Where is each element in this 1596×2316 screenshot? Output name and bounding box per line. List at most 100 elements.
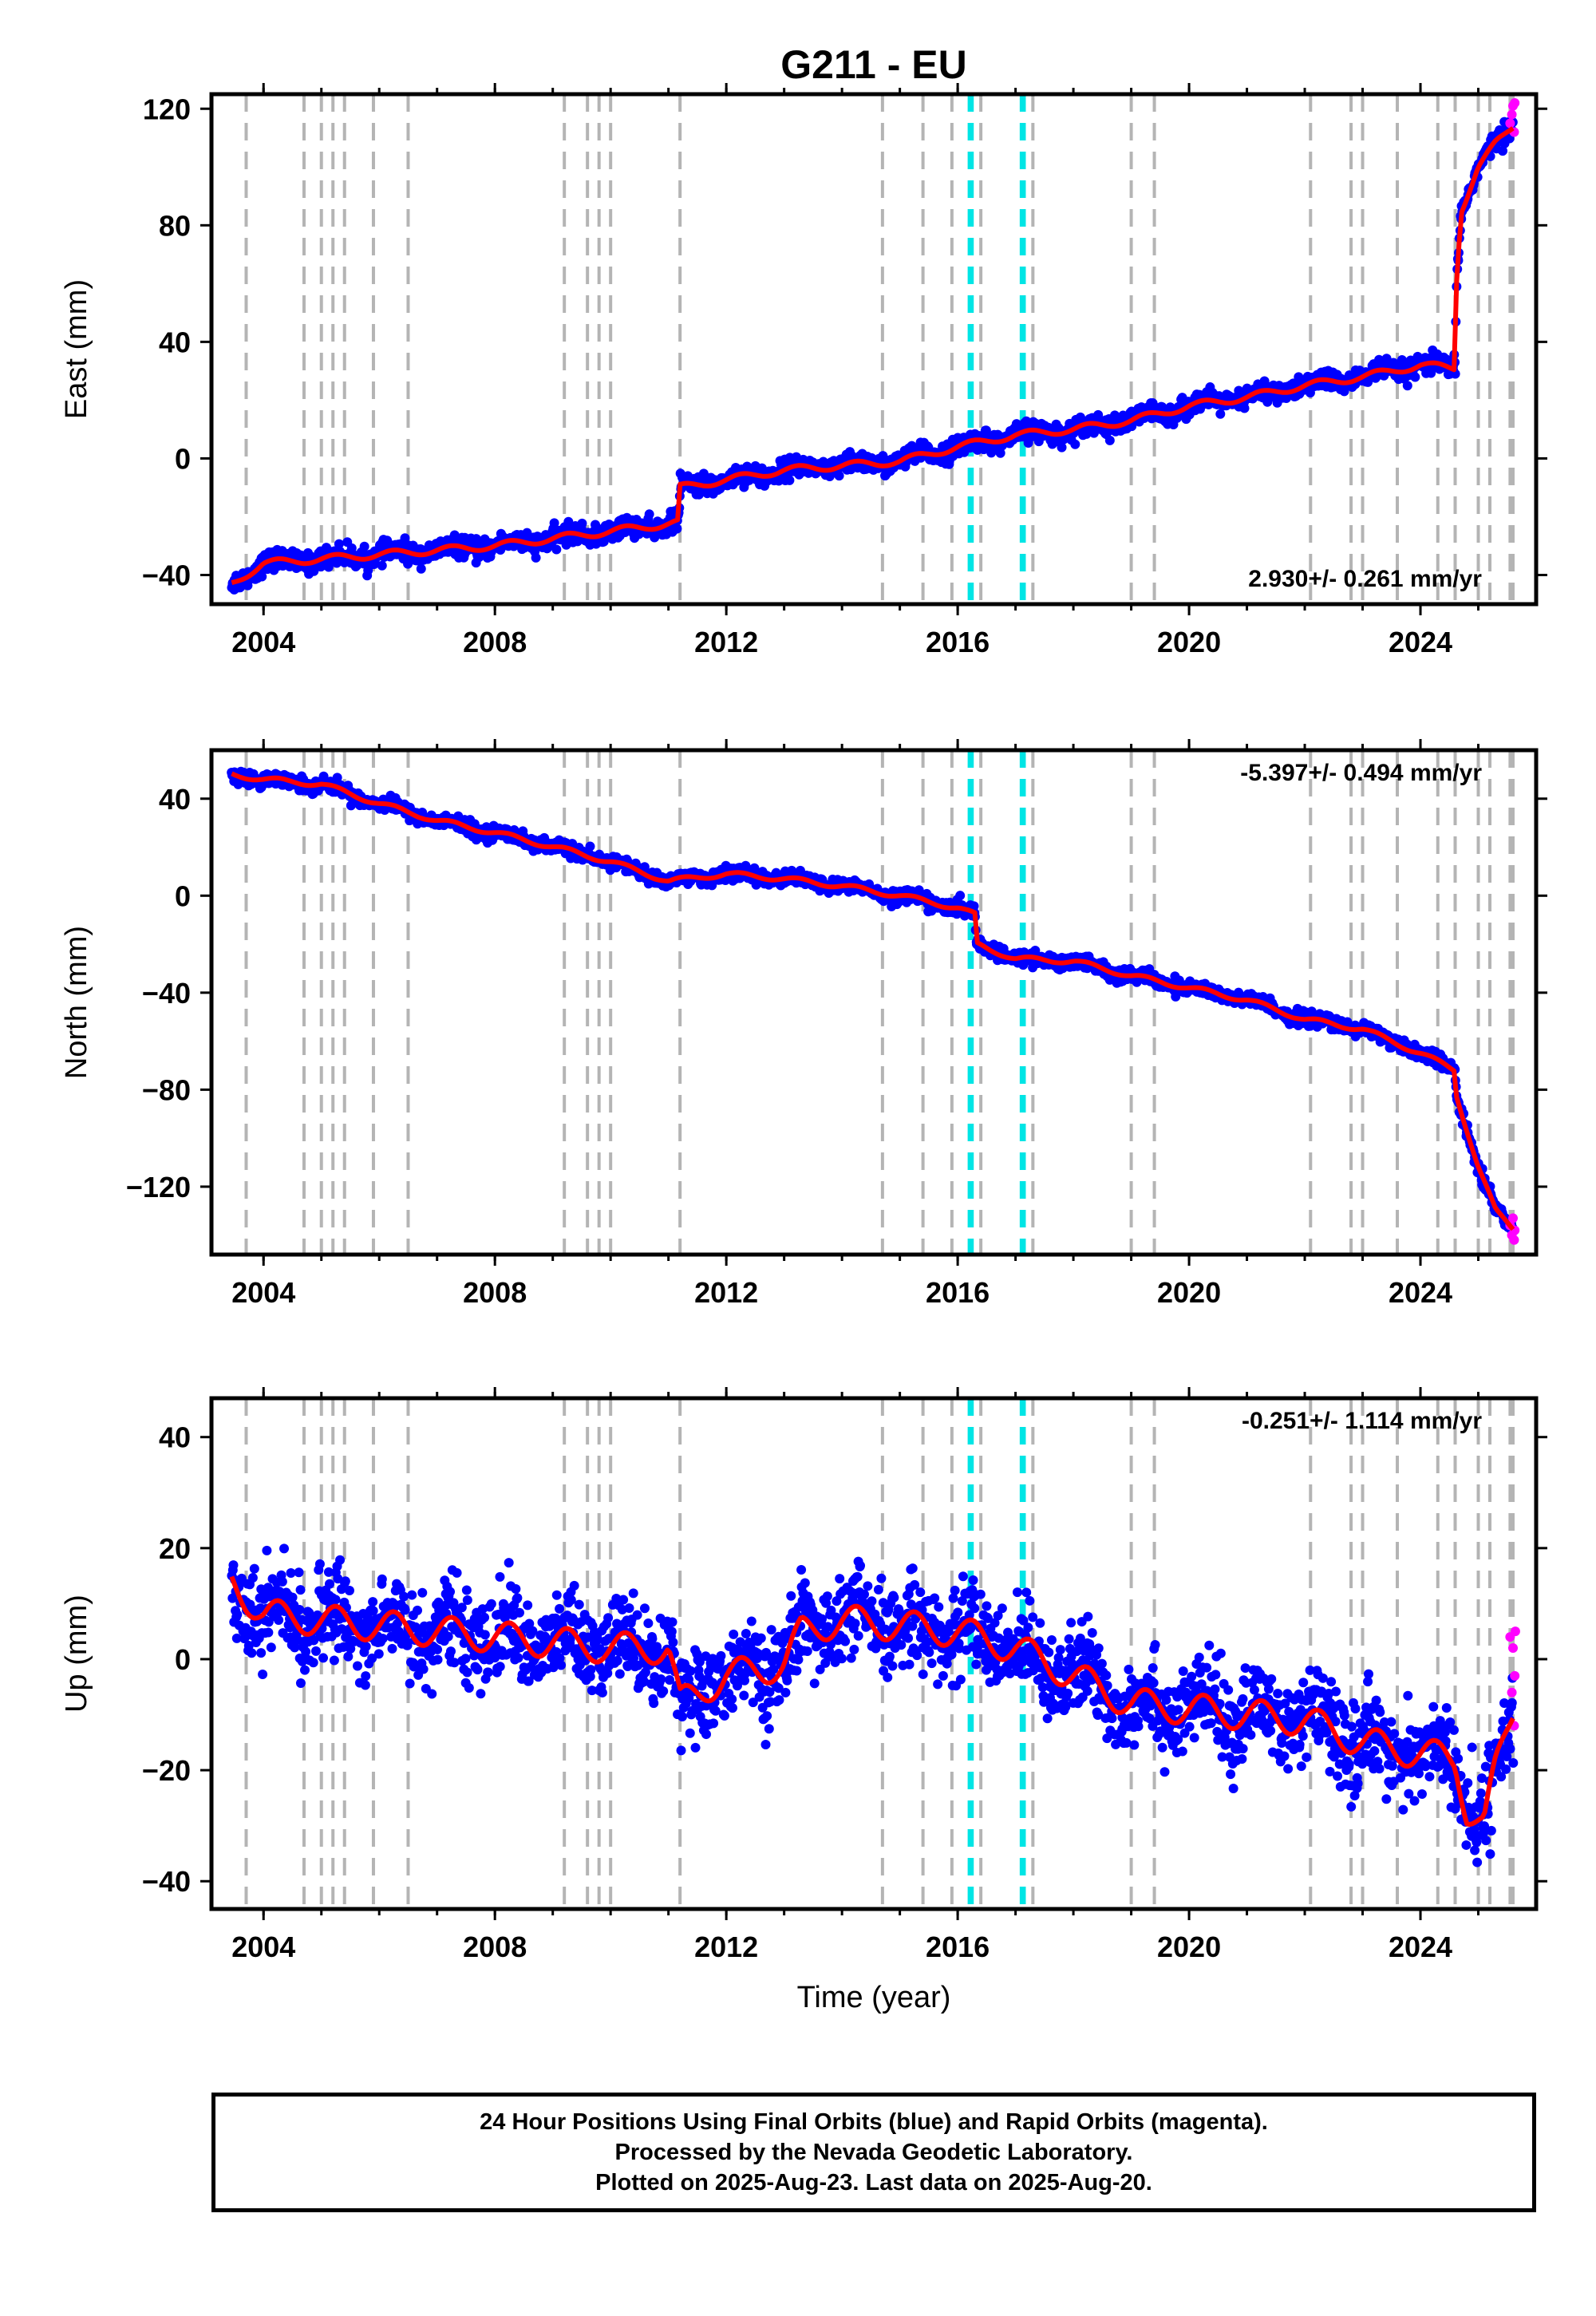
x-tick-label: 2016: [926, 626, 990, 658]
data-point: [549, 518, 559, 528]
data-point: [1104, 435, 1115, 445]
data-point: [585, 841, 595, 852]
data-point: [377, 560, 387, 571]
data-point: [402, 1640, 413, 1650]
data-point: [995, 448, 1005, 458]
data-point: [330, 1595, 341, 1605]
data-point: [368, 1597, 378, 1607]
data-point: [400, 533, 410, 543]
data-point: [232, 1610, 243, 1620]
data-point: [274, 1615, 284, 1626]
final-orbit-points: [227, 766, 1518, 1237]
y-tick-label: 40: [159, 326, 191, 358]
data-point: [287, 1592, 298, 1603]
data-point: [314, 1559, 325, 1569]
data-point: [346, 1643, 356, 1654]
data-point: [249, 1563, 259, 1574]
data-point: [294, 1605, 305, 1615]
data-point: [405, 1678, 415, 1689]
x-tick-label: 2016: [926, 1276, 990, 1309]
final-orbit-points: [227, 1543, 1519, 1867]
panel-frame: [209, 92, 1539, 607]
data-point: [361, 1671, 371, 1682]
x-tick-label: 2008: [463, 626, 527, 658]
data-point: [308, 1658, 318, 1668]
data-point: [1070, 439, 1080, 449]
data-point: [277, 1576, 287, 1587]
data-point: [360, 1680, 370, 1690]
data-point: [400, 1605, 410, 1615]
data-point: [329, 1655, 339, 1666]
data-point: [377, 1634, 388, 1644]
data-point: [577, 518, 587, 528]
data-point: [295, 1678, 306, 1688]
data-point: [343, 1651, 354, 1662]
y-axis-label: North (mm): [60, 926, 93, 1079]
data-point: [243, 1640, 254, 1650]
data-point: [1402, 381, 1412, 391]
data-point: [247, 1572, 258, 1583]
chart-title: G211 - EU: [780, 42, 966, 87]
data-point: [531, 552, 541, 563]
data-point: [344, 1586, 354, 1596]
data-point: [335, 1555, 346, 1565]
data-point: [368, 1606, 378, 1616]
plot-area: [227, 1398, 1520, 1909]
data-point: [258, 1669, 268, 1679]
data-point: [1057, 442, 1067, 453]
rapid-data-point: [1509, 1235, 1519, 1245]
data-point: [672, 524, 682, 534]
rapid-data-point: [1507, 109, 1517, 120]
data-point: [262, 1545, 272, 1555]
y-tick-label: 40: [159, 783, 191, 816]
y-tick-label: 0: [175, 879, 191, 912]
north-panel: 2004 2008 2012 2016 2020 2024−120−80−40040Nor…: [60, 739, 1547, 1309]
y-tick-label: −120: [126, 1171, 191, 1203]
model-fit-line: [231, 126, 1515, 585]
data-point: [399, 1591, 409, 1602]
data-point: [299, 1665, 310, 1675]
rapid-data-point: [1510, 97, 1520, 108]
plot-area: [227, 750, 1520, 1255]
data-point: [257, 571, 267, 582]
data-point: [323, 1567, 334, 1577]
data-point: [231, 1633, 242, 1643]
x-tick-label: 2012: [694, 626, 758, 658]
data-point: [266, 1642, 276, 1653]
data-point: [367, 1653, 377, 1663]
x-tick-label: 2004: [231, 626, 295, 658]
plot-area: [227, 94, 1520, 604]
data-point: [295, 1585, 306, 1595]
data-point: [228, 1560, 239, 1571]
y-axis-label: East (mm): [60, 279, 93, 419]
data-point: [1215, 409, 1226, 419]
data-point: [290, 1642, 300, 1653]
data-point: [1171, 991, 1181, 1002]
data-point: [318, 1653, 329, 1663]
data-point: [286, 1567, 296, 1578]
model-fit-line: [231, 771, 1515, 1231]
y-tick-label: −40: [142, 559, 191, 591]
data-point: [247, 1648, 257, 1658]
data-point: [294, 1567, 304, 1578]
x-tick-label: 2012: [694, 1276, 758, 1309]
data-point: [352, 1661, 362, 1671]
data-point: [263, 1627, 274, 1638]
data-point: [1410, 372, 1420, 382]
data-point: [279, 1543, 290, 1554]
data-point: [334, 539, 344, 549]
x-tick-label: 2020: [1157, 626, 1221, 658]
x-tick-label: 2024: [1389, 1276, 1452, 1309]
x-tick-label: 2020: [1157, 1276, 1221, 1309]
data-point: [361, 1642, 371, 1652]
panel-frame: [209, 748, 1539, 1257]
data-point: [324, 1579, 334, 1589]
velocity-annotation: 2.930+/- 0.261 mm/yr: [1248, 566, 1482, 592]
data-point: [256, 1648, 267, 1658]
data-point: [955, 891, 966, 901]
final-orbit-points: [227, 116, 1518, 595]
data-point: [644, 509, 654, 520]
data-point: [834, 471, 844, 481]
